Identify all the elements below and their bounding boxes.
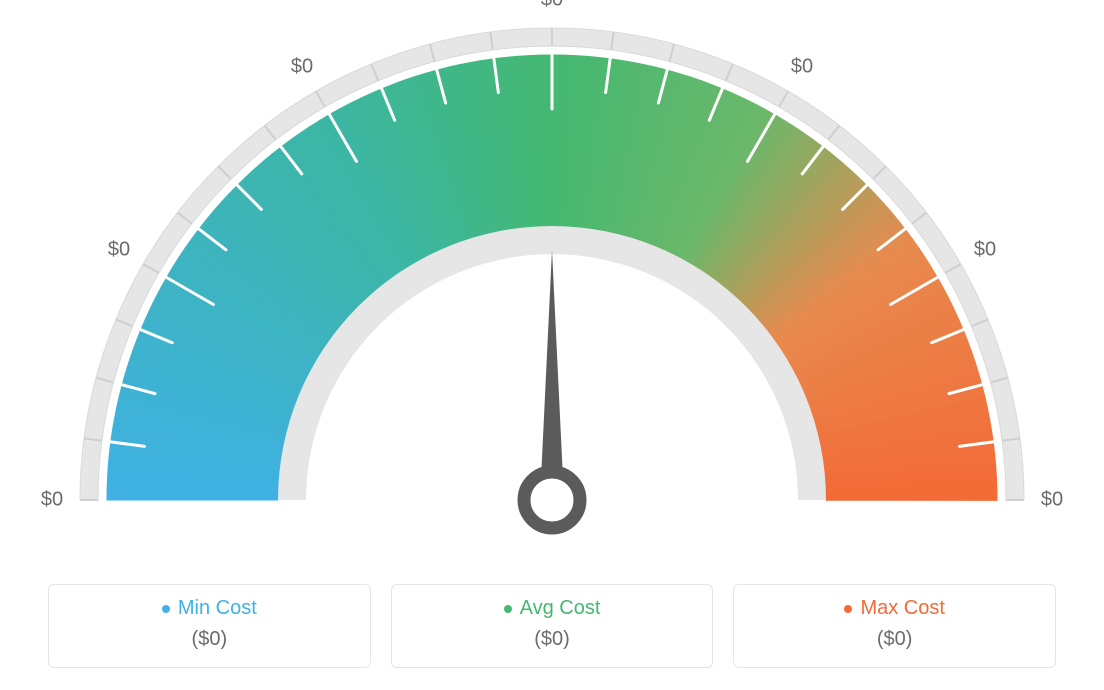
legend-label-min: Min Cost [162,597,257,620]
legend-value-min: ($0) [65,628,354,651]
legend-card-max: Max Cost ($0) [733,584,1056,668]
legend-dot-min [162,605,170,613]
legend-dot-max [844,605,852,613]
axis-label: $0 [108,239,130,262]
axis-label: $0 [41,489,63,512]
cost-gauge-chart: $0 $0 $0 $0 $0 $0 $0 Min Cost ($0) Avg Cost ($… [0,0,1104,690]
legend-label-avg: Avg Cost [504,597,601,620]
legend-value-max: ($0) [750,628,1039,651]
gauge-svg [0,0,1104,560]
axis-label: $0 [1041,489,1063,512]
legend-text-avg: Avg Cost [520,597,601,620]
legend-text-max: Max Cost [860,597,944,620]
gauge-area: $0 $0 $0 $0 $0 $0 $0 [0,0,1104,560]
axis-label: $0 [541,0,563,12]
axis-label: $0 [974,239,996,262]
axis-label: $0 [291,55,313,78]
legend-label-max: Max Cost [844,597,944,620]
legend-card-avg: Avg Cost ($0) [391,584,714,668]
legend-text-min: Min Cost [178,597,257,620]
legend-card-min: Min Cost ($0) [48,584,371,668]
legend-value-avg: ($0) [408,628,697,651]
legend-row: Min Cost ($0) Avg Cost ($0) Max Cost ($0… [48,584,1056,668]
axis-label: $0 [791,55,813,78]
legend-dot-avg [504,605,512,613]
